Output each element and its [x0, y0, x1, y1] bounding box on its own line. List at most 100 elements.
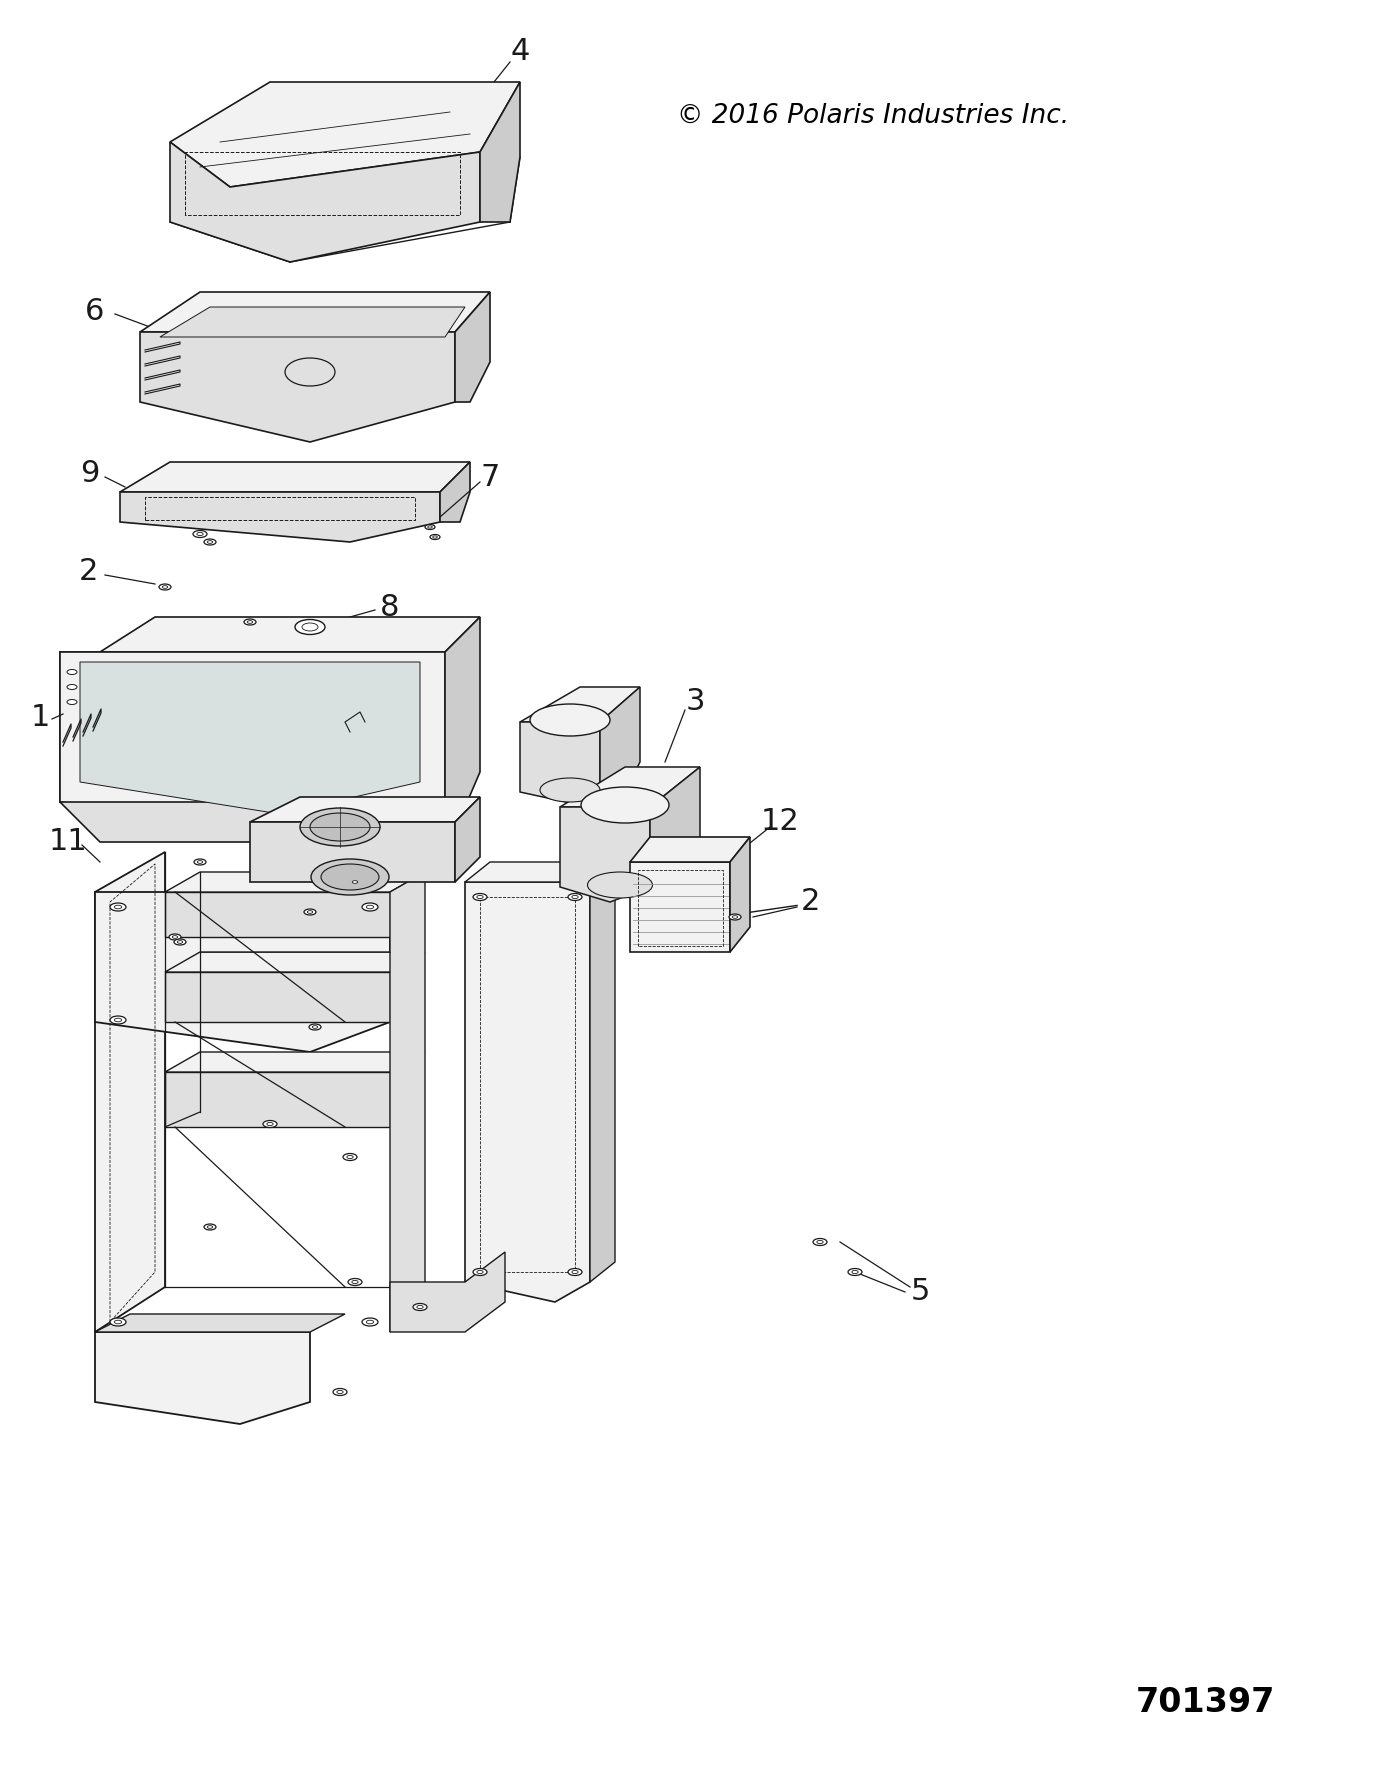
- Polygon shape: [165, 1051, 426, 1073]
- Ellipse shape: [477, 1271, 484, 1274]
- Polygon shape: [631, 862, 730, 952]
- Ellipse shape: [729, 914, 742, 920]
- Text: 10: 10: [165, 768, 204, 797]
- Ellipse shape: [529, 704, 610, 736]
- Polygon shape: [96, 893, 389, 1051]
- Polygon shape: [165, 871, 426, 893]
- Ellipse shape: [263, 1121, 277, 1128]
- Polygon shape: [600, 688, 640, 791]
- Ellipse shape: [848, 1269, 862, 1276]
- Polygon shape: [80, 661, 420, 814]
- Polygon shape: [560, 807, 650, 902]
- Ellipse shape: [477, 895, 484, 898]
- Ellipse shape: [197, 533, 204, 536]
- Polygon shape: [100, 617, 480, 652]
- Polygon shape: [165, 893, 389, 937]
- Ellipse shape: [568, 1269, 582, 1276]
- Ellipse shape: [588, 871, 653, 898]
- Polygon shape: [464, 862, 615, 882]
- Polygon shape: [480, 82, 520, 223]
- Ellipse shape: [322, 864, 378, 889]
- Ellipse shape: [349, 879, 360, 886]
- Text: 1: 1: [30, 702, 50, 731]
- Text: 2: 2: [79, 558, 97, 586]
- Ellipse shape: [342, 1153, 358, 1160]
- Polygon shape: [650, 766, 700, 887]
- Polygon shape: [121, 462, 470, 492]
- Ellipse shape: [175, 939, 186, 944]
- Ellipse shape: [541, 779, 600, 802]
- Ellipse shape: [109, 1319, 126, 1326]
- Text: 3: 3: [685, 688, 704, 716]
- Ellipse shape: [430, 535, 439, 540]
- Text: 5: 5: [911, 1278, 930, 1306]
- Ellipse shape: [309, 1025, 322, 1030]
- Ellipse shape: [346, 1155, 353, 1158]
- Ellipse shape: [366, 905, 374, 909]
- Polygon shape: [60, 652, 100, 802]
- Polygon shape: [439, 462, 470, 522]
- Ellipse shape: [572, 1271, 578, 1274]
- Polygon shape: [249, 822, 455, 882]
- Polygon shape: [121, 492, 439, 542]
- Text: 12: 12: [761, 807, 800, 836]
- Text: 8: 8: [380, 592, 399, 622]
- Polygon shape: [249, 797, 480, 822]
- Polygon shape: [140, 292, 491, 331]
- Ellipse shape: [115, 905, 122, 909]
- Ellipse shape: [417, 1306, 423, 1308]
- Ellipse shape: [308, 911, 313, 914]
- Ellipse shape: [473, 1269, 486, 1276]
- Polygon shape: [520, 688, 640, 722]
- Polygon shape: [730, 838, 750, 952]
- Polygon shape: [140, 331, 455, 442]
- Ellipse shape: [352, 1281, 358, 1283]
- Ellipse shape: [413, 1303, 427, 1310]
- Ellipse shape: [568, 893, 582, 900]
- Ellipse shape: [366, 1320, 374, 1324]
- Polygon shape: [389, 871, 426, 1331]
- Polygon shape: [165, 971, 389, 1023]
- Polygon shape: [165, 1073, 389, 1126]
- Polygon shape: [455, 292, 491, 403]
- Ellipse shape: [337, 1390, 344, 1394]
- Ellipse shape: [732, 916, 737, 918]
- Ellipse shape: [162, 586, 168, 588]
- Ellipse shape: [204, 1224, 216, 1230]
- Ellipse shape: [194, 859, 207, 864]
- Ellipse shape: [426, 524, 435, 529]
- Polygon shape: [60, 652, 445, 843]
- Polygon shape: [96, 1331, 310, 1424]
- Polygon shape: [520, 722, 600, 804]
- Text: © 2016 Polaris Industries Inc.: © 2016 Polaris Industries Inc.: [676, 103, 1069, 128]
- Polygon shape: [96, 852, 165, 1331]
- Polygon shape: [631, 838, 750, 862]
- Ellipse shape: [312, 1026, 317, 1028]
- Ellipse shape: [581, 788, 669, 823]
- Polygon shape: [560, 766, 700, 807]
- Ellipse shape: [169, 934, 182, 939]
- Text: 6: 6: [86, 298, 105, 326]
- Text: 4: 4: [510, 37, 529, 66]
- Ellipse shape: [247, 620, 252, 624]
- Ellipse shape: [362, 903, 378, 911]
- Ellipse shape: [362, 1319, 378, 1326]
- Ellipse shape: [572, 895, 578, 898]
- Ellipse shape: [115, 1320, 122, 1324]
- Ellipse shape: [352, 880, 358, 884]
- Polygon shape: [464, 882, 590, 1303]
- Ellipse shape: [428, 526, 432, 527]
- Text: 11: 11: [49, 827, 87, 857]
- Polygon shape: [96, 1313, 345, 1331]
- Ellipse shape: [348, 1278, 362, 1285]
- Ellipse shape: [816, 1240, 823, 1244]
- Ellipse shape: [115, 1018, 122, 1021]
- Ellipse shape: [310, 859, 389, 895]
- Ellipse shape: [473, 893, 486, 900]
- Ellipse shape: [208, 1226, 212, 1228]
- Ellipse shape: [852, 1271, 858, 1274]
- Ellipse shape: [208, 540, 212, 544]
- Ellipse shape: [109, 1016, 126, 1025]
- Ellipse shape: [299, 807, 380, 846]
- Ellipse shape: [177, 941, 183, 943]
